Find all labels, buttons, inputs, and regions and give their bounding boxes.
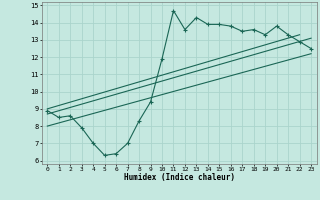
X-axis label: Humidex (Indice chaleur): Humidex (Indice chaleur) [124, 173, 235, 182]
